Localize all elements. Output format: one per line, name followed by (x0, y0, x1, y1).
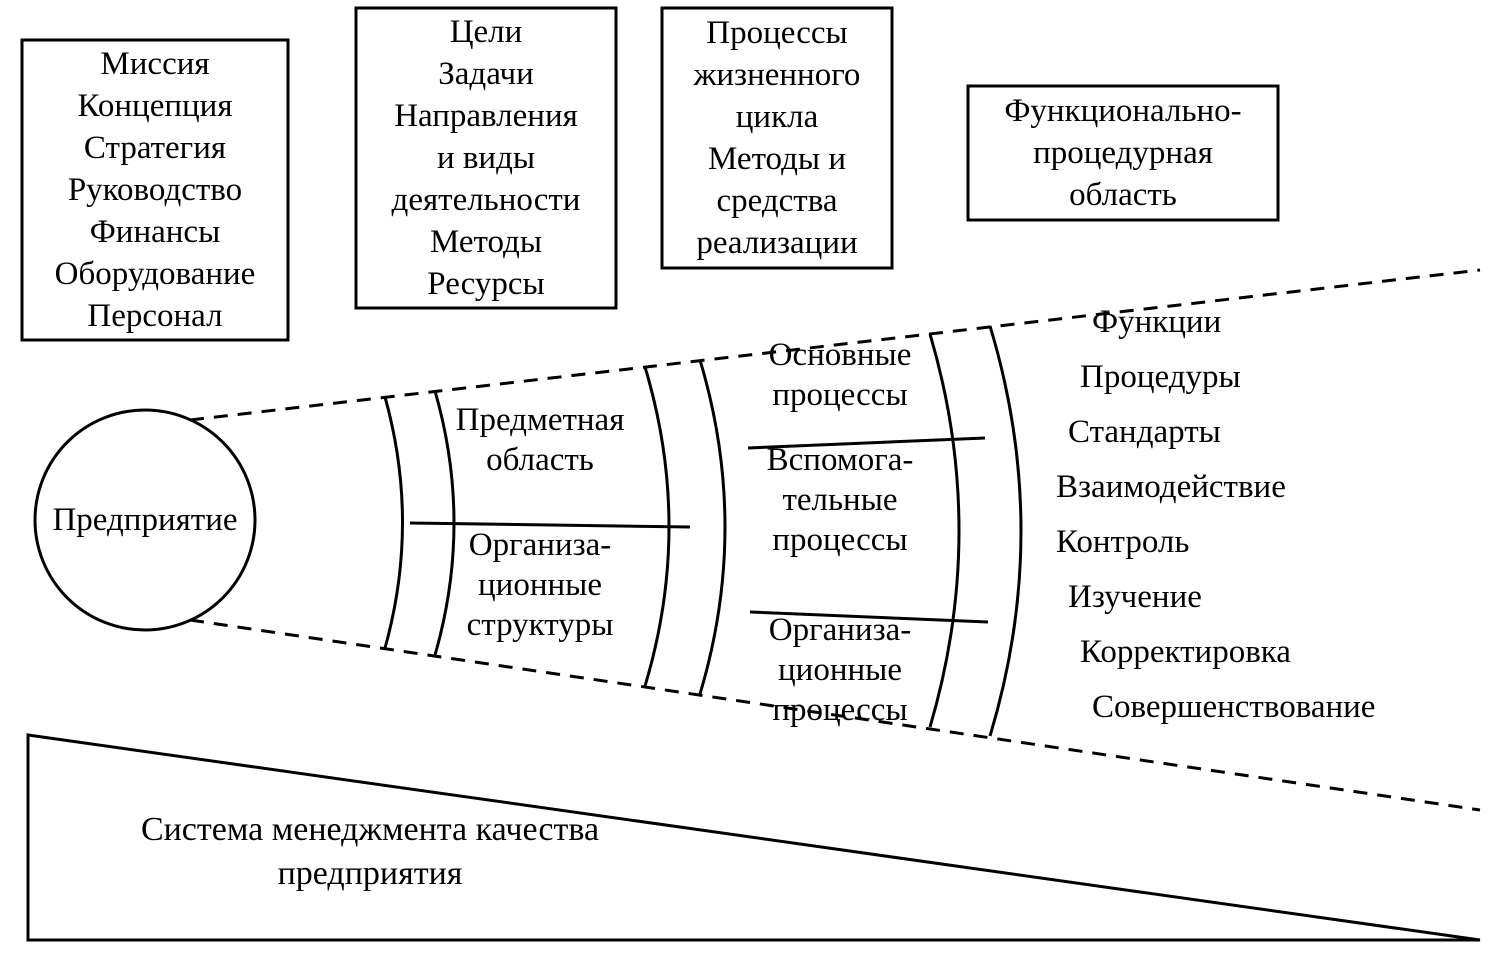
cone-seg2-top-label: Основныепроцессы (769, 337, 912, 413)
svg-text:ЦелиЗадачиНаправленияи видыдея: ЦелиЗадачиНаправленияи видыдеятельностиМ… (392, 14, 581, 302)
cone-arc4 (990, 326, 1021, 736)
cone-arc1a (385, 397, 403, 648)
svg-text:ПроцессыжизненногоциклаМетоды: ПроцессыжизненногоциклаМетоды исредствар… (693, 15, 861, 261)
right-list-item-6: Корректировка (1080, 634, 1291, 670)
cone-seg1-bottom-label: Организа-ционныеструктуры (467, 527, 614, 643)
right-list-item-0: Функции (1092, 304, 1221, 340)
right-list-item-4: Контроль (1056, 524, 1189, 560)
right-list-item-2: Стандарты (1068, 414, 1221, 450)
svg-text:Функционально-процедурнаяоблас: Функционально-процедурнаяобласть (1004, 93, 1241, 213)
right-list-item-7: Совершенствование (1092, 689, 1375, 725)
cone-seg2-middle-label: Вспомога-тельныепроцессы (767, 442, 914, 558)
cone-seg2-bottom-label: Организа-ционныепроцессы (769, 612, 912, 728)
enterprise-circle: Предприятие (35, 410, 255, 630)
right-list-item-1: Процедуры (1080, 359, 1241, 395)
cone-arc3a (700, 360, 725, 694)
right-list-item-3: Взаимодействие (1056, 469, 1286, 505)
enterprise-label: Предприятие (52, 502, 237, 538)
cone-seg1-top-label: Предметнаяобласть (456, 402, 625, 478)
svg-text:Система менеджмента качествапр: Система менеджмента качествапредприятия (141, 811, 599, 892)
svg-text:МиссияКонцепцияСтратегияРуково: МиссияКонцепцияСтратегияРуководствоФинан… (55, 46, 256, 334)
cone-arc3b (930, 334, 959, 727)
right-list: Функции Процедуры Стандарты Взаимодействие К… (1056, 304, 1375, 725)
right-list-item-5: Изучение (1068, 579, 1202, 615)
